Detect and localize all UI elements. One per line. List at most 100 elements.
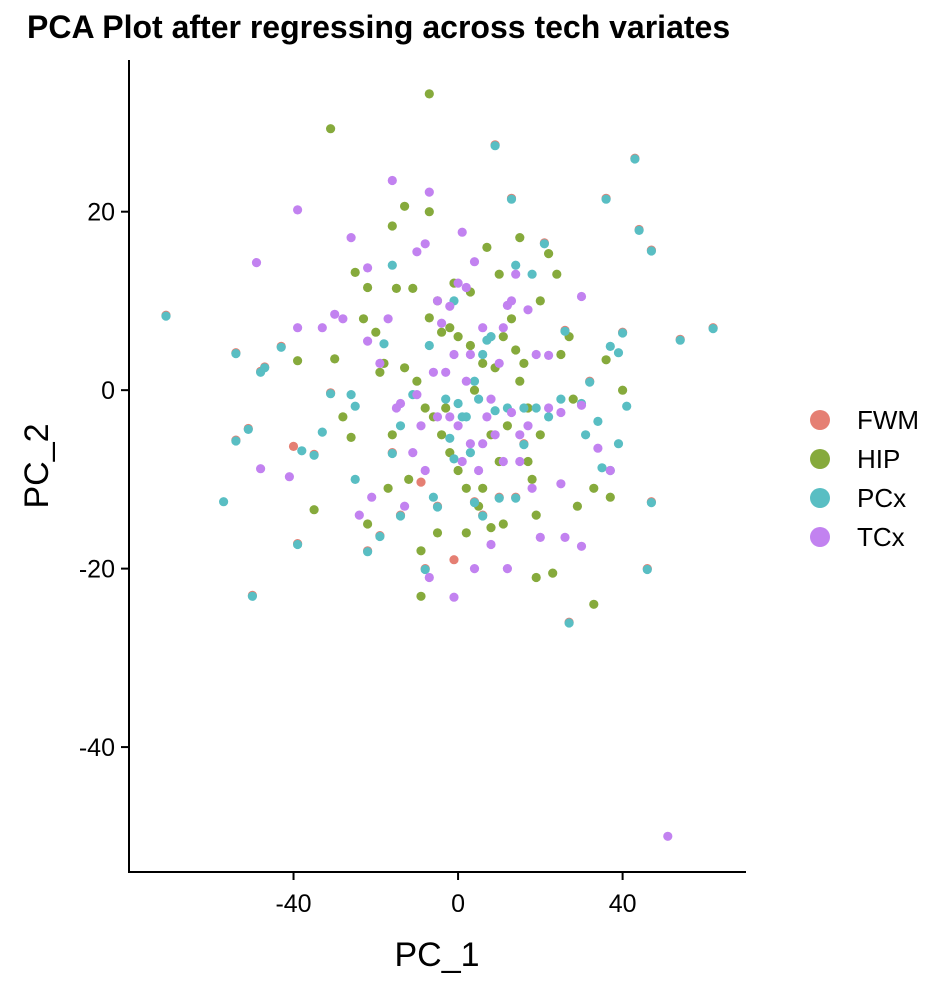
point-pcx-42 (387, 260, 397, 270)
point-hip-64 (330, 354, 340, 364)
point-hip-54 (515, 233, 525, 243)
point-pcx-43 (395, 421, 406, 431)
point-tcx-38 (544, 403, 554, 413)
point-tcx-26 (478, 439, 488, 449)
point-hip-42 (432, 528, 443, 538)
point-pcx-74 (511, 260, 521, 270)
point-tcx-59 (490, 430, 500, 440)
legend-label-tcx: TCx (857, 522, 905, 552)
point-pcx-53 (519, 403, 529, 413)
point-pcx-54 (531, 403, 541, 413)
point-pcx-37 (219, 497, 229, 507)
point-pcx-1 (231, 349, 241, 359)
y-axis-title: PC_2 (18, 423, 56, 508)
point-hip-57 (469, 385, 480, 395)
point-pcx-33 (646, 498, 657, 508)
legend-key-tcx (810, 527, 830, 547)
point-pcx-29 (618, 328, 628, 338)
point-tcx-47 (330, 309, 340, 319)
point-pcx-20 (494, 493, 504, 503)
y-tick-label: -40 (79, 734, 115, 762)
point-tcx-30 (498, 323, 508, 333)
point-tcx-74 (457, 456, 467, 467)
point-hip-45 (416, 546, 426, 556)
point-hip-20 (371, 327, 381, 337)
y-tick-label: -20 (79, 556, 115, 584)
point-pcx-67 (441, 394, 451, 404)
point-hip-29 (461, 483, 471, 493)
point-pcx-49 (474, 394, 484, 404)
point-hip-44 (416, 591, 426, 601)
x-tick-label: 40 (609, 890, 637, 918)
point-hip-13 (465, 340, 475, 351)
point-tcx-46 (346, 233, 356, 243)
point-pcx-13 (387, 448, 397, 459)
point-pcx-4 (247, 591, 257, 601)
point-pcx-46 (445, 433, 455, 443)
point-hip-63 (523, 456, 533, 467)
point-pcx-6 (260, 363, 270, 373)
point-tcx-20 (441, 367, 451, 377)
point-pcx-70 (461, 412, 471, 422)
point-pcx-76 (379, 339, 389, 349)
point-tcx-42 (576, 400, 587, 410)
point-hip-8 (408, 283, 418, 293)
points-layer (161, 89, 718, 841)
point-fwm-19 (449, 555, 459, 565)
point-hip-24 (420, 403, 430, 413)
point-hip-16 (498, 332, 508, 342)
point-tcx-69 (395, 398, 406, 409)
point-pcx-22 (511, 493, 521, 503)
point-tcx-77 (375, 358, 385, 368)
point-tcx-45 (605, 465, 615, 476)
legend-key-fwm (810, 410, 830, 430)
point-pcx-56 (556, 394, 566, 404)
point-hip-47 (548, 568, 558, 578)
point-tcx-21 (449, 349, 459, 360)
point-tcx-62 (515, 456, 525, 467)
point-tcx-0 (663, 831, 673, 841)
chart-title: PCA Plot after regressing across tech va… (27, 9, 730, 45)
point-tcx-36 (527, 483, 537, 493)
point-tcx-23 (461, 376, 471, 386)
point-pcx-26 (564, 618, 574, 628)
point-tcx-65 (449, 592, 459, 602)
point-hip-77 (506, 314, 517, 324)
point-tcx-56 (461, 282, 471, 293)
point-hip-9 (424, 313, 434, 323)
point-tcx-13 (284, 472, 294, 482)
point-hip-65 (293, 356, 303, 366)
point-hip-6 (363, 282, 373, 293)
point-pcx-66 (424, 340, 434, 351)
point-tcx-44 (593, 443, 603, 453)
point-pcx-63 (622, 401, 632, 411)
x-tick-label: 0 (451, 890, 465, 918)
point-tcx-57 (469, 257, 480, 267)
point-hip-0 (326, 124, 336, 134)
point-pcx-71 (469, 376, 480, 386)
point-hip-31 (486, 523, 496, 533)
point-tcx-1 (251, 258, 262, 268)
point-tcx-33 (511, 269, 521, 279)
point-hip-62 (478, 483, 488, 493)
point-hip-68 (498, 519, 508, 529)
point-hip-17 (511, 345, 521, 355)
point-tcx-73 (445, 412, 455, 422)
point-pcx-16 (432, 502, 443, 512)
point-pcx-8 (293, 539, 303, 550)
point-tcx-61 (506, 407, 517, 418)
point-tcx-72 (465, 349, 475, 360)
point-hip-61 (441, 403, 451, 413)
point-tcx-64 (469, 564, 480, 574)
point-tcx-5 (412, 247, 422, 257)
point-pcx-38 (297, 446, 307, 456)
point-tcx-78 (544, 350, 554, 360)
point-tcx-68 (486, 539, 496, 550)
point-pcx-9 (309, 450, 319, 460)
point-hip-40 (338, 412, 348, 422)
point-pcx-73 (486, 332, 496, 342)
point-pcx-58 (581, 430, 591, 440)
point-pcx-69 (453, 398, 463, 409)
